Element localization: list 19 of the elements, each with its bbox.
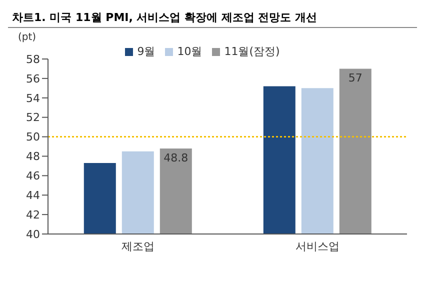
legend-label: 10월 bbox=[177, 45, 202, 58]
y-tick-label: 46 bbox=[26, 170, 40, 183]
data-label: 57 bbox=[348, 72, 362, 85]
legend-label: 9월 bbox=[137, 45, 156, 58]
y-tick-label: 42 bbox=[26, 208, 40, 222]
data-label: 48.8 bbox=[164, 151, 188, 164]
x-tick-label: 제조업 bbox=[121, 240, 154, 253]
chart-title: 차트1. 미국 11월 PMI, 서비스업 확장에 제조업 전망도 개선 bbox=[8, 8, 417, 28]
y-tick-label: 54 bbox=[26, 92, 40, 105]
y-tick-label: 50 bbox=[26, 130, 40, 144]
y-tick-label: 58 bbox=[26, 52, 40, 66]
y-tick-label: 56 bbox=[26, 72, 40, 86]
y-axis-title: (pt) bbox=[18, 32, 36, 43]
y-tick-label: 48 bbox=[26, 150, 40, 164]
y-tick-label: 40 bbox=[26, 228, 40, 241]
y-tick-label: 52 bbox=[26, 111, 40, 124]
legend-label: 11월(잠정) bbox=[224, 45, 280, 58]
y-tick-label: 44 bbox=[26, 189, 40, 202]
x-tick-label: 서비스업 bbox=[295, 240, 340, 253]
